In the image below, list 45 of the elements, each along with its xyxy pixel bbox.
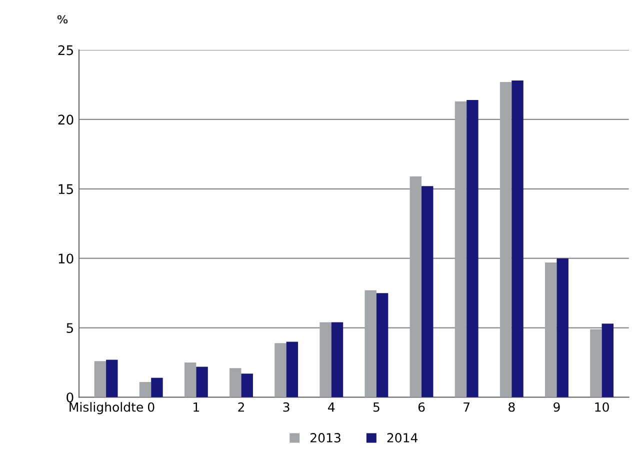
y-tick-label: 0 [66,392,74,402]
x-tick-label: 4 [328,402,335,412]
bar [512,80,524,398]
bar [422,186,434,398]
bar [500,82,512,398]
bar [376,293,388,398]
bar [466,100,478,398]
x-tick-label: Misligholdte [70,402,143,414]
y-tick-label: 25 [58,45,73,56]
bar [556,258,568,398]
bar [274,343,286,398]
bar [320,322,332,398]
bar [545,262,557,398]
y-tick-label: 15 [58,184,73,194]
x-tick-label: 8 [508,402,515,412]
bar [184,362,196,398]
bar [139,382,152,398]
y-tick-label: 20 [58,114,74,125]
x-tick-label: 3 [283,402,290,412]
x-tick-label: 9 [554,402,560,412]
bar [410,176,422,398]
x-tick-label: 6 [418,402,425,412]
y-tick-label: 10 [58,254,74,264]
legend-label: 2014 [387,433,418,442]
bar [331,322,344,398]
x-tick-label: 7 [464,402,470,412]
bar [602,324,614,398]
y-axis-title: % [57,15,68,24]
x-tick-label: 1 [194,402,199,412]
bar [151,378,163,398]
bar [286,342,298,398]
bar [196,366,208,398]
bar [364,290,376,398]
bar [241,374,253,398]
bar [106,360,118,398]
bar [230,368,242,398]
x-tick-label: 5 [373,402,380,412]
y-tick-label: 5 [66,323,73,334]
bar [454,101,467,398]
bar [590,329,602,398]
x-tick-label: 10 [595,402,609,412]
x-tick-label: 0 [148,402,154,412]
legend-label: 2013 [310,433,340,442]
bar [94,361,106,398]
x-tick-label: 2 [238,402,244,412]
